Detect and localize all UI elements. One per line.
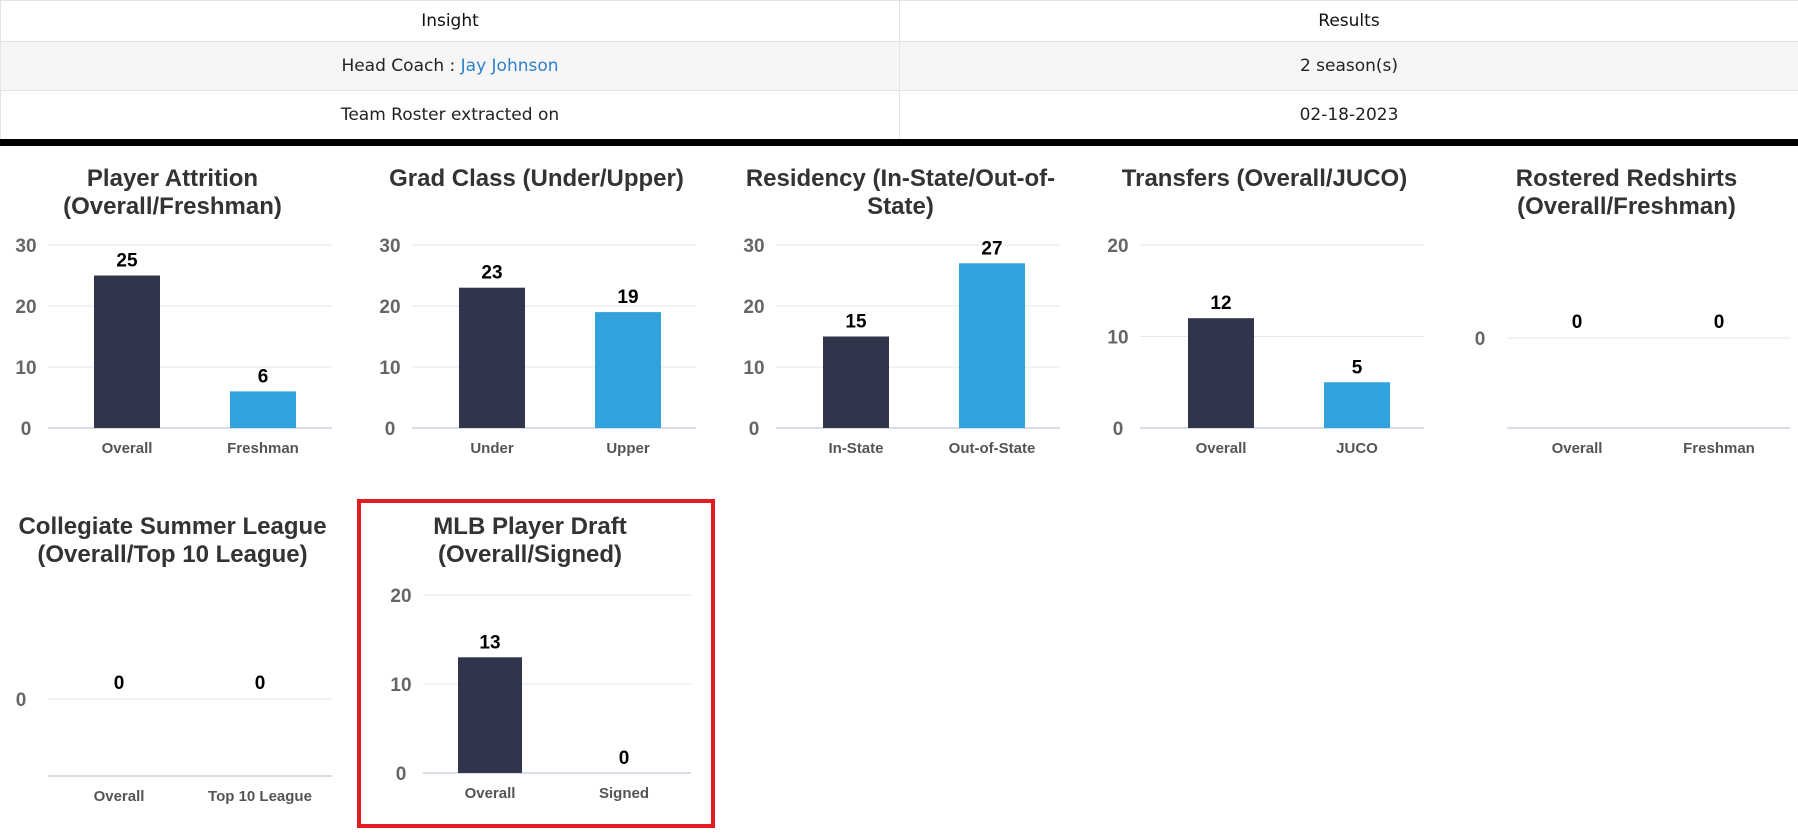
y-tick-label: 10	[379, 358, 400, 379]
chart-title: Player Attrition (Overall/Freshman)	[63, 165, 282, 220]
bar	[230, 391, 296, 428]
y-tick-label: 20	[1107, 236, 1128, 257]
data-label: 25	[116, 251, 138, 272]
bar	[595, 312, 661, 428]
chart-panel-residency: Residency (In-State/Out-of-State) 0 10 20 3…	[728, 165, 1073, 465]
highlight-box	[357, 499, 715, 828]
chart-title: Rostered Redshirts (Overall/Freshman)	[1515, 165, 1738, 220]
data-label: 12	[1210, 293, 1231, 314]
y-tick-label: 20	[15, 297, 36, 318]
y-tick-label: 0	[749, 419, 760, 440]
data-label: 15	[845, 312, 867, 333]
y-tick-label: 30	[379, 236, 400, 257]
y-tick-label: 30	[15, 236, 36, 257]
data-label: 27	[981, 238, 1002, 259]
y-tick-label: 10	[15, 358, 36, 379]
y-tick-label: 20	[390, 586, 411, 607]
y-tick-label: 20	[379, 297, 400, 318]
y-tick-label: 20	[743, 297, 764, 318]
table-header-row: Insight Results	[0, 0, 1798, 42]
chart-panel-player-attrition: Player Attrition (Overall/Freshman) 0 10 2…	[0, 165, 345, 465]
results-column-header: Results	[899, 0, 1798, 42]
bar	[1324, 382, 1390, 428]
head-coach-link[interactable]: Jay Johnson	[460, 56, 559, 76]
insight-cell: Team Roster extracted on	[0, 90, 900, 140]
x-tick-label: Out-of-State	[949, 440, 1036, 457]
chart-transfers: 0 10 20 12 5 Overall JUCO	[1107, 236, 1424, 457]
chart-panel-mlb-player-draft: MLB Player Draft (Overall/Signed) 0 10 20 1…	[361, 513, 711, 813]
data-label: 6	[258, 366, 269, 387]
x-tick-label: Under	[470, 440, 514, 457]
data-label: 13	[479, 632, 500, 653]
chart-panel-grad-class: Grad Class (Under/Upper) 0 10 20 30 23 19 Unde…	[364, 165, 709, 465]
x-tick-label: Freshman	[1683, 440, 1755, 457]
bar	[459, 287, 525, 428]
y-tick-label: 0	[21, 419, 32, 440]
chart-title: Collegiate Summer League (Overall/Top 10…	[18, 513, 327, 568]
insight-column-header: Insight	[0, 0, 900, 42]
data-label: 0	[255, 673, 266, 694]
bar	[959, 263, 1025, 428]
x-tick-label: Upper	[606, 440, 650, 457]
y-tick-label: 0	[396, 764, 407, 785]
y-tick-label: 0	[1113, 419, 1124, 440]
insight-table: Insight Results Head Coach : Jay Johnson…	[0, 0, 1798, 140]
chart-title: MLB Player Draft (Overall/Signed)	[433, 513, 627, 568]
chart-title: Residency (In-State/Out-of-State)	[745, 165, 1056, 220]
x-tick-label: Overall	[94, 788, 145, 805]
bar	[1188, 318, 1254, 428]
chart-panel-collegiate-summer-league: Collegiate Summer League (Overall/Top 10…	[0, 513, 345, 813]
data-label: 23	[481, 263, 502, 284]
x-tick-label: Overall	[465, 785, 516, 802]
y-tick-label: 10	[743, 358, 764, 379]
x-tick-label: JUCO	[1336, 440, 1378, 457]
head-coach-label: Head Coach :	[341, 56, 461, 76]
x-tick-label: Overall	[1552, 440, 1603, 457]
result-cell: 2 season(s)	[899, 41, 1798, 91]
insight-cell: Head Coach : Jay Johnson	[0, 41, 900, 91]
chart-player-attrition: 0 10 20 30 25 6 Overall Freshman	[15, 236, 332, 457]
chart-residency: 0 10 20 30 15 27 In-State Out-of-State	[743, 236, 1060, 457]
x-tick-label: Top 10 League	[208, 788, 312, 805]
bar	[823, 336, 889, 428]
data-label: 19	[617, 287, 638, 308]
data-label: 0	[114, 673, 125, 694]
y-tick-label: 0	[16, 690, 27, 711]
data-label: 0	[1714, 312, 1725, 333]
chart-collegiate-summer-league: 0 0 0 Overall Top 10 League	[16, 673, 332, 805]
y-tick-label: 0	[385, 419, 396, 440]
y-tick-label: 10	[1107, 328, 1128, 349]
chart-panel-transfers: Transfers (Overall/JUCO) 0 10 20 12 5 Overall…	[1092, 165, 1437, 465]
bar	[458, 657, 522, 773]
result-cell: 02-18-2023	[899, 90, 1798, 140]
data-label: 5	[1352, 357, 1363, 378]
data-label: 0	[1572, 312, 1583, 333]
x-tick-label: Overall	[1196, 440, 1247, 457]
y-tick-label: 30	[743, 236, 764, 257]
y-tick-label: 0	[1475, 329, 1486, 350]
section-divider	[0, 139, 1798, 146]
table-row: Team Roster extracted on 02-18-2023	[0, 90, 1798, 140]
chart-title: Transfers (Overall/JUCO)	[1121, 165, 1408, 192]
x-tick-label: Signed	[599, 785, 649, 802]
x-tick-label: In-State	[828, 440, 883, 457]
chart-rostered-redshirts: 0 0 0 Overall Freshman	[1475, 312, 1790, 457]
bar	[94, 275, 160, 428]
y-tick-label: 10	[390, 675, 411, 696]
chart-mlb-player-draft: 0 10 20 13 0 Overall Signed	[390, 586, 691, 802]
chart-title: Grad Class (Under/Upper)	[389, 165, 684, 192]
x-tick-label: Overall	[102, 440, 153, 457]
data-label: 0	[619, 748, 630, 769]
table-row: Head Coach : Jay Johnson 2 season(s)	[0, 41, 1798, 91]
chart-grad-class: 0 10 20 30 23 19 Under Upper	[379, 236, 696, 457]
x-tick-label: Freshman	[227, 440, 299, 457]
